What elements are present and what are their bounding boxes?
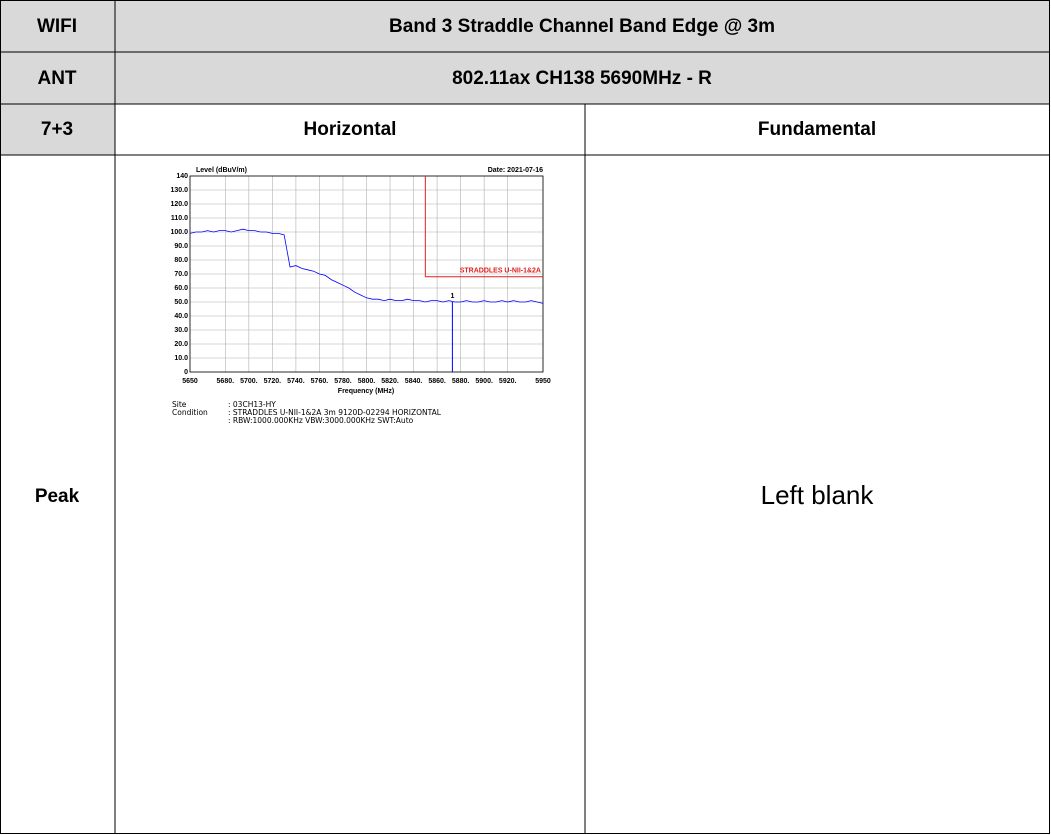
chart-date: Date: 2021-07-16 — [488, 167, 543, 174]
cell: 7+3 — [41, 119, 73, 140]
y-tick-label: 70.0 — [174, 271, 188, 278]
cell: Band 3 Straddle Channel Band Edge @ 3m — [389, 16, 775, 37]
cell: ANT — [37, 68, 76, 89]
x-tick-label: 5860. — [428, 378, 446, 385]
y-axis-label: Level (dBuV/m) — [196, 167, 247, 174]
cell: WIFI — [37, 16, 77, 37]
y-tick-label: 100.0 — [170, 229, 188, 236]
x-tick-label: 5740. — [287, 378, 305, 385]
chart: Level (dBuV/m) Date: 2021-07-16 Frequenc… — [170, 167, 550, 425]
cell: Peak — [35, 486, 80, 507]
note-key: Site — [172, 400, 187, 409]
y-tick-label: 40.0 — [174, 313, 188, 320]
y-tick-label: 120.0 — [170, 201, 188, 208]
x-tick-label: 5840. — [405, 378, 423, 385]
cell: Fundamental — [758, 119, 876, 140]
note-value: : STRADDLES U-NII-1&2A 3m 9120D-02294 HO… — [228, 408, 442, 417]
x-tick-label: 5780. — [334, 378, 352, 385]
y-tick-label: 10.0 — [174, 355, 188, 362]
plot-border — [189, 175, 544, 373]
y-tick-label: 110.0 — [171, 215, 188, 222]
x-tick-label: 5880. — [452, 378, 470, 385]
x-axis-label: Frequency (MHz) — [338, 388, 394, 395]
y-tick-label: 30.0 — [174, 327, 188, 334]
cell: Left blank — [761, 480, 875, 510]
x-tick-label: 5800. — [358, 378, 376, 385]
x-tick-label: 5720. — [264, 378, 282, 385]
y-tick-label: 0 — [184, 369, 188, 376]
x-tick-label: 5820. — [381, 378, 399, 385]
y-tick-label: 50.0 — [174, 299, 188, 306]
cell: 802.11ax CH138 5690MHz - R — [452, 68, 712, 89]
x-tick-label: 5950 — [535, 378, 551, 385]
y-tick-label: 80.0 — [174, 257, 188, 264]
limit-label: STRADDLES U-NII-1&2A — [460, 268, 541, 275]
y-tick-label: 140 — [176, 173, 188, 180]
marker-label: 1 — [450, 293, 454, 300]
y-tick-label: 60.0 — [174, 285, 188, 292]
y-tick-label: 90.0 — [174, 243, 188, 250]
x-tick-label: 5920. — [499, 378, 517, 385]
note-value: : RBW:1000.000KHz VBW:3000.000KHz SWT:Au… — [228, 416, 414, 425]
trace — [189, 228, 544, 304]
note-key: Condition — [172, 408, 208, 417]
x-tick-label: 5900. — [475, 378, 493, 385]
x-tick-label: 5700. — [240, 378, 258, 385]
cell: Horizontal — [304, 119, 397, 140]
x-tick-label: 5680. — [217, 378, 235, 385]
note-value: : 03CH13-HY — [228, 400, 276, 409]
x-tick-label: 5760. — [311, 378, 329, 385]
y-tick-label: 20.0 — [174, 341, 188, 348]
header-bg — [0, 104, 115, 155]
y-tick-label: 130.0 — [170, 187, 188, 194]
x-tick-label: 5650 — [182, 378, 198, 385]
